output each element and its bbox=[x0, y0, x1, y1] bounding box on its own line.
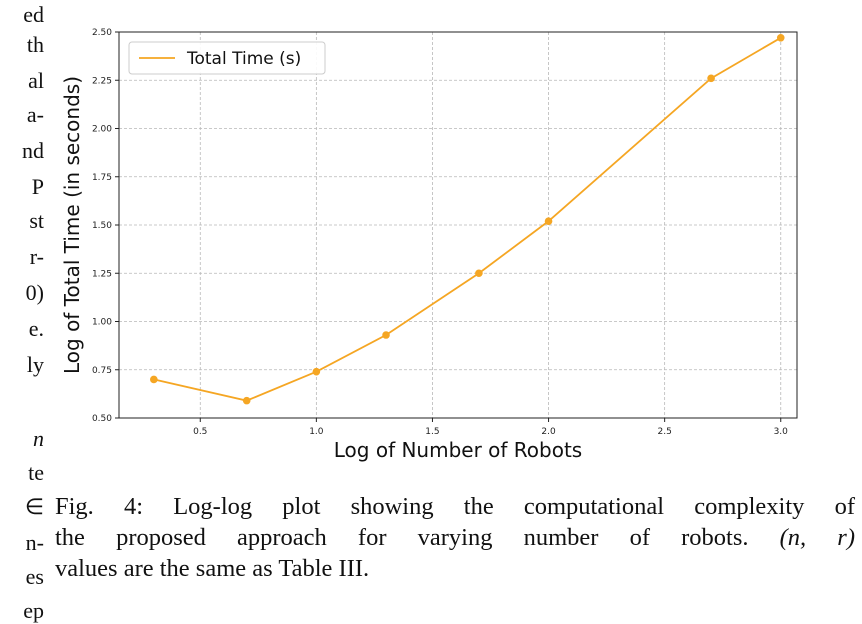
left-column-fragment: n bbox=[33, 426, 44, 451]
log-log-line-chart: 0.5 1.0 1.5 2.0 2.5 3.0 0.50 0.75 1.00 1.25 1.50 1.… bbox=[60, 28, 798, 462]
left-column-fragment: r- bbox=[29, 244, 44, 269]
y-tick-label: 1.75 bbox=[92, 173, 112, 183]
y-tick-label: 1.25 bbox=[92, 269, 112, 279]
left-column-fragment: e. bbox=[28, 316, 44, 341]
left-column-fragment: ly bbox=[26, 352, 44, 377]
y-tick-label: 2.25 bbox=[92, 76, 112, 86]
caption-math-nr: (n, r) bbox=[779, 524, 856, 551]
left-column-fragment: st bbox=[29, 208, 44, 233]
data-point bbox=[544, 217, 553, 225]
caption-line-1: Fig. 4: Log-log plot showing the computa… bbox=[55, 493, 855, 520]
left-column-fragment: n- bbox=[25, 530, 44, 555]
left-column-fragment: ed bbox=[23, 2, 44, 27]
series-line bbox=[153, 37, 782, 402]
left-column-fragment: es bbox=[25, 564, 44, 589]
x-tick-label: 2.5 bbox=[657, 427, 671, 437]
y-tick-label: 0.50 bbox=[92, 414, 112, 424]
legend-label: Total Time (s) bbox=[186, 49, 301, 69]
x-tick-label: 1.5 bbox=[425, 427, 439, 437]
left-column-fragment: th bbox=[26, 32, 44, 57]
x-tick-label: 0.5 bbox=[193, 427, 207, 437]
left-column-fragment: 0) bbox=[25, 280, 44, 305]
x-tick-label: 2.0 bbox=[541, 427, 556, 437]
left-column-fragment: al bbox=[28, 68, 44, 93]
caption-line-2: the proposed approach for varying number… bbox=[55, 522, 855, 553]
caption-line-2-text: the proposed approach for varying number… bbox=[55, 524, 749, 551]
x-tick-label: 3.0 bbox=[774, 427, 789, 437]
y-tick-label: 1.00 bbox=[92, 318, 112, 328]
figure-caption: Fig. 4: Log-log plot showing the computa… bbox=[55, 491, 855, 584]
data-point bbox=[475, 269, 483, 278]
left-column-fragment: P bbox=[31, 174, 44, 199]
y-tick-label: 2.00 bbox=[92, 125, 112, 135]
data-point bbox=[242, 396, 251, 405]
left-column-fragment: ∈ bbox=[24, 494, 44, 519]
y-tick-label: 1.50 bbox=[92, 221, 112, 231]
data-point bbox=[776, 33, 785, 42]
y-tick-label: 0.75 bbox=[92, 366, 112, 376]
left-column-fragment: nd bbox=[22, 138, 44, 163]
data-point bbox=[312, 367, 321, 376]
left-column-fragment: te bbox=[28, 460, 44, 485]
data-point bbox=[150, 375, 158, 384]
left-column-fragment: a- bbox=[26, 102, 44, 127]
x-axis-label: Log of Number of Robots bbox=[334, 438, 582, 462]
figure-4-chart: 0.5 1.0 1.5 2.0 2.5 3.0 0.50 0.75 1.00 1.25 1.50 1.… bbox=[48, 0, 862, 475]
caption-line-3: values are the same as Table III. bbox=[55, 555, 370, 582]
y-tick-label: 2.50 bbox=[92, 28, 112, 38]
legend-box bbox=[128, 41, 326, 75]
left-column-fragment: ep bbox=[23, 598, 44, 623]
y-axis-label: Log of Total Time (in seconds) bbox=[60, 76, 84, 374]
data-point bbox=[707, 74, 715, 83]
x-tick-label: 1.0 bbox=[309, 427, 324, 437]
data-point bbox=[382, 331, 390, 339]
